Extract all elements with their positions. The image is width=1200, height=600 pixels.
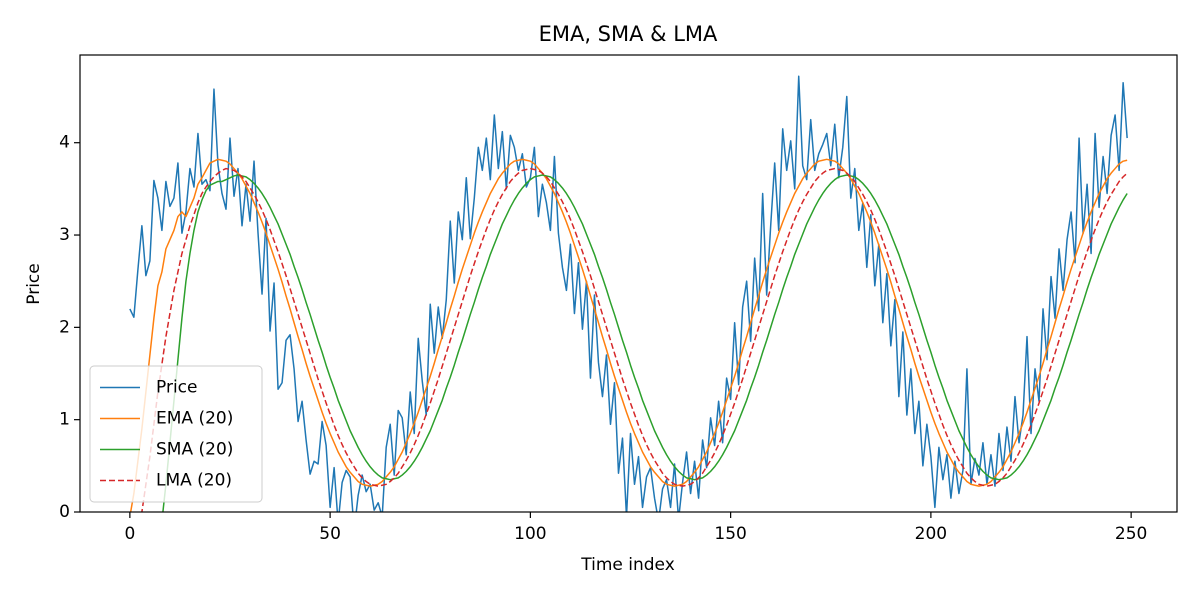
axes-frame [79, 54, 1178, 513]
x-tick-label: 0 [124, 524, 135, 544]
y-tick-label: 4 [59, 133, 70, 153]
y-tick-label: 3 [59, 225, 70, 245]
y-axis-label: Price [24, 263, 44, 304]
x-tick-label: 150 [714, 524, 746, 544]
x-axis-label: Time index [580, 555, 675, 575]
chart-title: EMA, SMA & LMA [539, 22, 718, 46]
legend-label: EMA (20) [156, 409, 233, 429]
legend-label: SMA (20) [156, 440, 233, 460]
y-tick-label: 2 [59, 317, 70, 337]
x-tick-label: 200 [915, 524, 947, 544]
y-tick-label: 1 [59, 410, 70, 430]
axes: 0 50 100 150 200 250 0 1 2 3 4 [59, 133, 1147, 544]
legend-label: Price [156, 378, 197, 398]
x-tick-label: 50 [319, 524, 341, 544]
plot-area [129, 75, 1128, 512]
x-tick-label: 250 [1115, 524, 1147, 544]
series-line [162, 174, 1128, 512]
series-line [129, 75, 1128, 512]
series-line [129, 158, 1128, 512]
legend-label: LMA (20) [156, 471, 232, 491]
legend: Price EMA (20) SMA (20) LMA (20) [89, 365, 263, 503]
series-line [141, 167, 1128, 512]
y-tick-label: 0 [59, 502, 70, 522]
legend-box [89, 365, 263, 503]
x-tick-label: 100 [514, 524, 546, 544]
